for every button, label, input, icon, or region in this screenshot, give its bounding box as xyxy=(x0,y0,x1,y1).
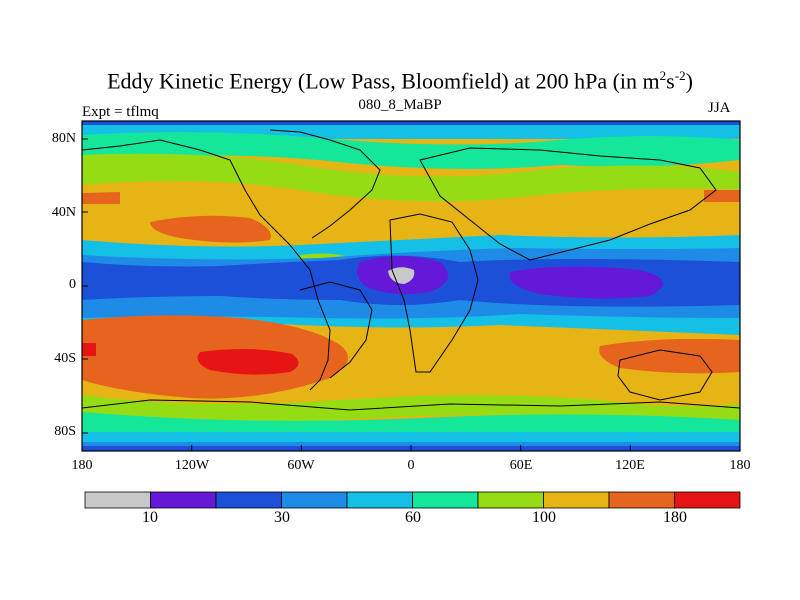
lon-tick-60e: 60E xyxy=(509,458,533,473)
lon-tick-180e: 180 xyxy=(729,458,751,473)
colorbar-swatch xyxy=(215,491,282,509)
title-main: Eddy Kinetic Energy (Low Pass, Bloomfiel… xyxy=(107,68,660,94)
sh-jet-red-core xyxy=(197,348,299,375)
purple-core-east xyxy=(509,266,663,299)
experiment-label: Expt = tflmq xyxy=(82,104,159,120)
north-pole-band xyxy=(82,121,740,127)
colorbar-swatch xyxy=(281,491,348,509)
colorbar-label-180: 180 xyxy=(663,509,687,526)
contour-field xyxy=(82,121,740,451)
lat-tick-0: 0 xyxy=(69,277,76,292)
colorbar-swatch xyxy=(84,491,151,509)
map-subtitle: 080_8_MaBP xyxy=(358,97,442,113)
eurasia-outline xyxy=(419,147,717,261)
colorbar-swatch xyxy=(150,491,217,509)
sh-jet-red-edge xyxy=(82,343,96,356)
lon-tick-120e: 120E xyxy=(615,458,645,473)
sh-jet-east xyxy=(599,338,740,374)
title-mid: s xyxy=(666,68,675,94)
colorbar xyxy=(84,491,741,509)
australia-outline xyxy=(617,349,713,401)
colorbar-label-60: 60 xyxy=(405,509,421,526)
colorbar-swatch xyxy=(346,491,413,509)
lon-tick-0: 0 xyxy=(407,458,415,473)
colorbar-label-30: 30 xyxy=(274,509,290,526)
lon-tick-180w: 180 xyxy=(71,458,93,473)
title-sup-2: -2 xyxy=(674,68,686,83)
colorbar-swatch xyxy=(412,491,479,509)
north-green-band xyxy=(82,132,740,169)
south-cyan-band xyxy=(82,432,740,444)
south-america-outline xyxy=(299,281,373,379)
north-lime-band xyxy=(82,153,740,202)
lat-tick-40s: 40S xyxy=(54,351,76,366)
map-title: Eddy Kinetic Energy (Low Pass, Bloomfiel… xyxy=(0,68,800,94)
americas-west-coast xyxy=(82,139,331,391)
colorbar-swatch xyxy=(608,491,675,509)
lat-tick-80n: 80N xyxy=(51,131,76,146)
colorbar-label-10: 10 xyxy=(142,509,158,526)
north-america-east-coast xyxy=(269,129,381,239)
nh-jet-east xyxy=(704,190,740,202)
title-end: ) xyxy=(685,68,693,94)
lat-tick-80s: 80S xyxy=(54,424,76,439)
axis-ticks xyxy=(81,138,741,451)
title-sup-1: 2 xyxy=(659,68,667,83)
coastlines xyxy=(82,129,740,411)
lon-tick-120w: 120W xyxy=(174,458,210,473)
colorbar-label-100: 100 xyxy=(532,509,556,526)
lon-tick-60w: 60W xyxy=(287,458,315,473)
south-green-band xyxy=(82,412,740,438)
nh-jet-atlantic xyxy=(150,215,271,243)
antarctica-outline xyxy=(82,399,740,411)
colorbar-swatch xyxy=(543,491,610,509)
lat-tick-40n: 40N xyxy=(51,205,76,220)
minimum-patch xyxy=(388,267,415,284)
season-label: JJA xyxy=(708,100,731,116)
colorbar-swatch xyxy=(477,491,544,509)
colorbar-swatch xyxy=(674,491,741,509)
nh-jet-west xyxy=(82,192,120,204)
africa-outline xyxy=(389,213,479,373)
